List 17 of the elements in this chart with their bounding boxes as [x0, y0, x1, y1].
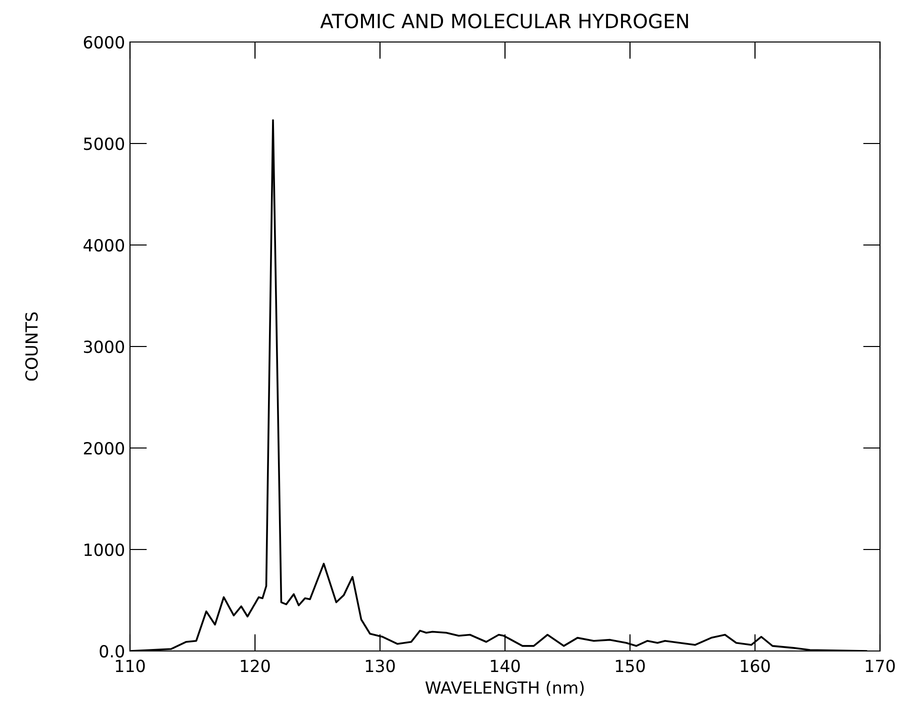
x-tick-label: 150: [616, 660, 645, 672]
y-tick-label: 0.0: [100, 644, 124, 658]
y-tick-label: 1000: [84, 543, 124, 556]
x-tick-label: 120: [240, 660, 270, 672]
y-tick-label: 4000: [84, 238, 124, 252]
x-tick-label: 170: [866, 660, 895, 672]
y-tick-label: 2000: [84, 442, 124, 455]
x-tick-label: 130: [366, 660, 395, 672]
x-axis-title: WAVELENGTH (nm): [425, 681, 584, 696]
y-tick-label: 3000: [84, 340, 124, 354]
x-tick-label: 110: [116, 660, 145, 672]
y-axis-title: COUNTS: [25, 312, 38, 381]
chart-title: ATOMIC AND MOLECULAR HYDROGEN: [320, 14, 688, 28]
x-tick-label: 160: [740, 660, 770, 672]
y-tick-label: 5000: [84, 137, 124, 150]
x-tick-label: 140: [490, 660, 520, 672]
y-tick-label: 6000: [84, 36, 124, 49]
